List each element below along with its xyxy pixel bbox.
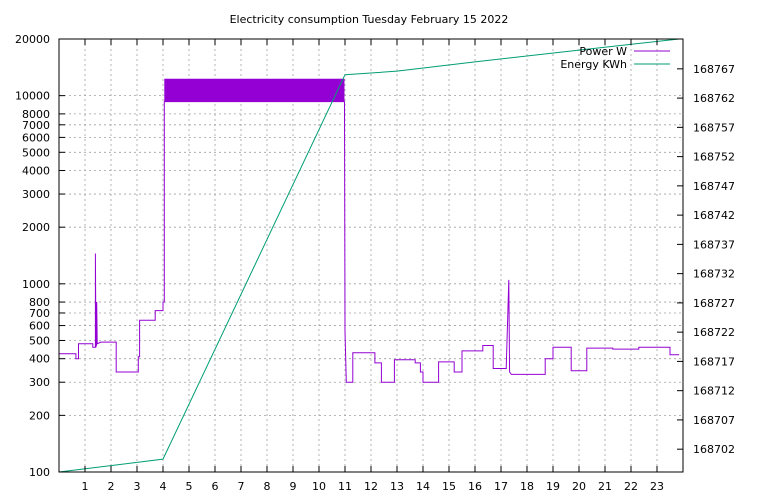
x-tick-label: 1 <box>82 480 89 493</box>
x-tick-label: 14 <box>416 480 430 493</box>
series <box>58 38 680 473</box>
y-right-tick-label: 168767 <box>693 63 735 76</box>
x-tick-label: 9 <box>290 480 297 493</box>
y-left-tick-label: 800 <box>29 296 50 309</box>
y-left-tick-label: 2000 <box>22 221 50 234</box>
chart-title: Electricity consumption Tuesday February… <box>230 13 509 26</box>
x-tick-label: 12 <box>364 480 378 493</box>
x-tick-label: 22 <box>624 480 638 493</box>
series-line-energy <box>58 38 680 473</box>
y-left-tick-label: 600 <box>29 320 50 333</box>
x-tick-label: 5 <box>186 480 193 493</box>
y-left-tick-label: 300 <box>29 376 50 389</box>
x-tick-label: 2 <box>108 480 115 493</box>
y-left-tick-label: 400 <box>29 353 50 366</box>
x-tick-label: 3 <box>134 480 141 493</box>
x-tick-label: 8 <box>264 480 271 493</box>
x-tick-label: 19 <box>546 480 560 493</box>
y-right-tick-label: 168737 <box>693 238 735 251</box>
x-tick-label: 21 <box>598 480 612 493</box>
y-right-tick-label: 168727 <box>693 297 735 310</box>
x-tick-label: 18 <box>520 480 534 493</box>
legend-label-energy: Energy KWh <box>560 58 627 71</box>
y-left-tick-label: 4000 <box>22 165 50 178</box>
power-band <box>164 78 345 102</box>
grid <box>59 39 683 472</box>
y-right-tick-label: 168732 <box>693 268 735 281</box>
y-left-tick-label: 500 <box>29 334 50 347</box>
power-fill-band <box>164 78 345 102</box>
legend-label-power: Power W <box>579 45 627 58</box>
y-left-tick-label: 20000 <box>15 33 50 46</box>
x-tick-label: 10 <box>312 480 326 493</box>
x-tick-label: 17 <box>494 480 508 493</box>
x-tick-label: 23 <box>650 480 664 493</box>
x-tick-label: 11 <box>338 480 352 493</box>
y-right-tick-label: 168707 <box>693 414 735 427</box>
y-right-tick-label: 168747 <box>693 180 735 193</box>
x-tick-label: 15 <box>442 480 456 493</box>
y-left-tick-label: 6000 <box>22 131 50 144</box>
series-line-power <box>59 101 680 383</box>
x-tick-label: 4 <box>160 480 167 493</box>
y-right-tick-label: 168757 <box>693 121 735 134</box>
y-right-tick-label: 168722 <box>693 326 735 339</box>
legend: Power W Energy KWh <box>560 45 670 71</box>
y-right-tick-label: 168717 <box>693 355 735 368</box>
y-right-tick-label: 168752 <box>693 151 735 164</box>
y-left-tick-label: 8000 <box>22 108 50 121</box>
y-left-tick-label: 3000 <box>22 188 50 201</box>
y-left-tick-label: 100 <box>29 466 50 479</box>
y-right-tick-label: 168762 <box>693 92 735 105</box>
x-tick-label: 20 <box>572 480 586 493</box>
y-left-tick-label: 10000 <box>15 90 50 103</box>
y-left-tick-label: 200 <box>29 409 50 422</box>
y-left-tick-label: 700 <box>29 307 50 320</box>
y-left-tick-label: 5000 <box>22 146 50 159</box>
y-right-tick-label: 168702 <box>693 443 735 456</box>
y-right-tick-label: 168742 <box>693 209 735 222</box>
x-tick-label: 6 <box>212 480 219 493</box>
x-tick-label: 16 <box>468 480 482 493</box>
axes: 1 2 3 4 5 6 7 8 9 10 11 12 13 14 15 16 17 18 19 20 21 22 23100… <box>15 33 735 493</box>
y-left-tick-label: 1000 <box>22 278 50 291</box>
x-tick-label: 13 <box>390 480 404 493</box>
x-tick-label: 7 <box>238 480 245 493</box>
y-left-tick-label: 7000 <box>22 119 50 132</box>
y-right-tick-label: 168712 <box>693 385 735 398</box>
